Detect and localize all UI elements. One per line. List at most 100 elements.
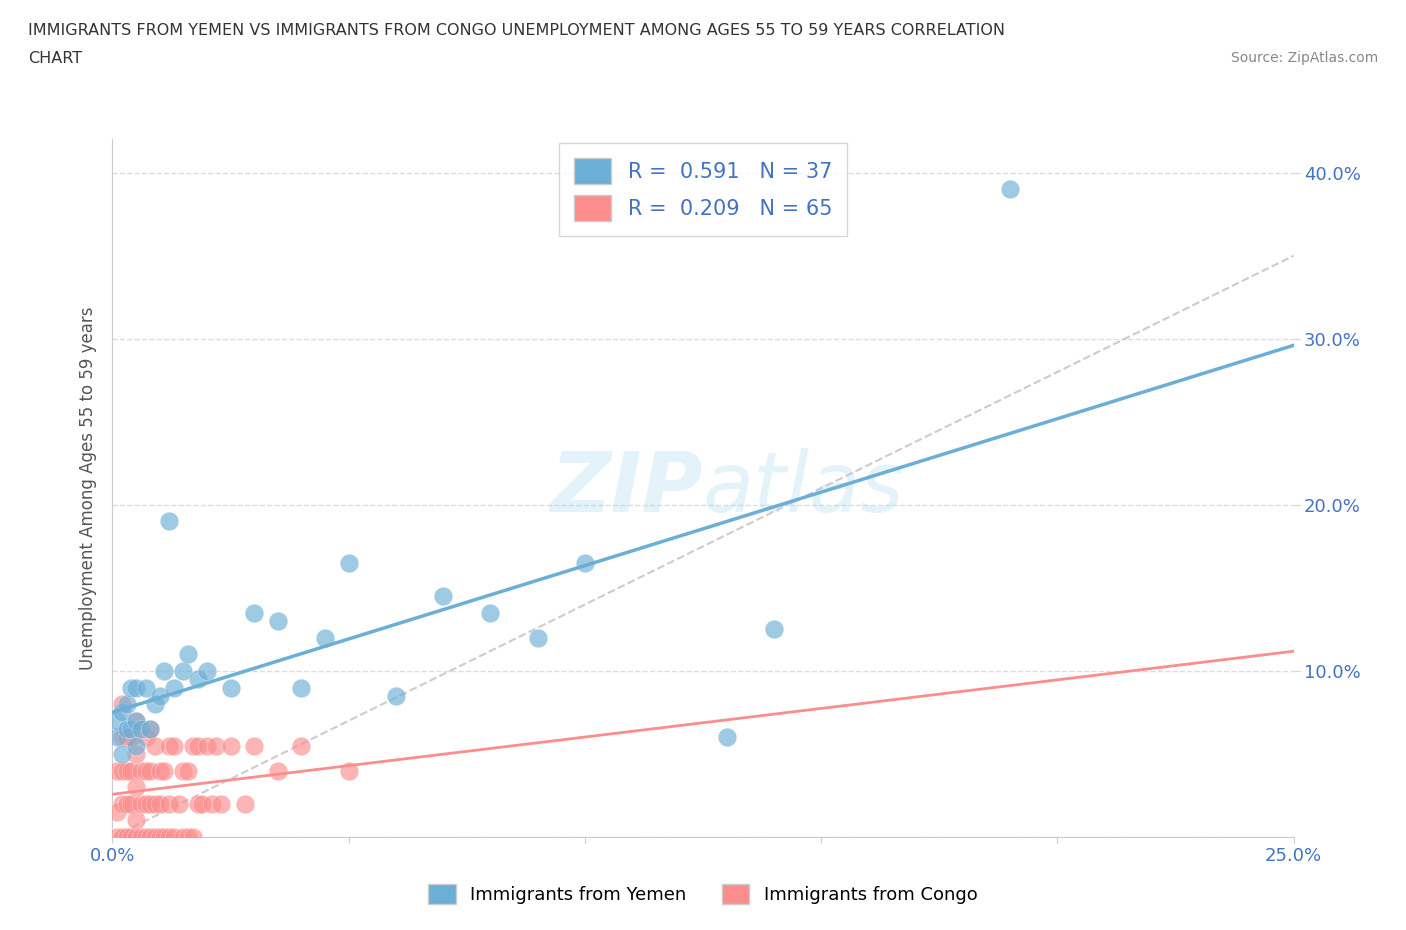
Point (177, 647, 200, 662)
Point (143, 830, 166, 844)
Point (111, 730, 134, 745)
Point (385, 688, 408, 703)
Point (186, 796, 208, 811)
Point (139, 830, 162, 844)
Point (105, 713, 128, 728)
Point (157, 830, 180, 844)
Point (105, 730, 128, 745)
Point (125, 779, 148, 794)
Point (432, 589, 454, 604)
Point (191, 796, 214, 811)
Point (172, 663, 194, 678)
Point (105, 804, 128, 819)
Point (143, 738, 166, 753)
Point (125, 738, 148, 753)
Point (233, 796, 256, 811)
Point (574, 555, 596, 570)
Point (195, 663, 218, 678)
Point (267, 614, 290, 629)
Point (998, 182, 1021, 197)
Point (177, 830, 200, 844)
Point (125, 830, 148, 844)
Point (115, 830, 138, 844)
Point (135, 830, 157, 844)
Point (243, 738, 266, 753)
Text: atlas: atlas (703, 447, 904, 529)
Point (157, 514, 180, 529)
Point (149, 796, 172, 811)
Point (139, 796, 162, 811)
Point (290, 680, 312, 695)
Point (337, 555, 360, 570)
Point (125, 747, 148, 762)
Point (111, 796, 134, 811)
Point (135, 796, 157, 811)
Point (111, 705, 134, 720)
Point (105, 830, 128, 844)
Point (181, 830, 204, 844)
Point (181, 738, 204, 753)
Point (157, 796, 180, 811)
Point (337, 764, 360, 778)
Text: ZIP: ZIP (550, 447, 703, 529)
Point (163, 680, 186, 695)
Point (149, 688, 172, 703)
Point (111, 764, 134, 778)
Point (135, 730, 157, 745)
Point (177, 764, 200, 778)
Point (135, 764, 157, 778)
Point (167, 796, 190, 811)
Point (120, 764, 142, 778)
Point (111, 830, 134, 844)
Point (314, 631, 336, 645)
Point (219, 738, 242, 753)
Point (129, 830, 152, 844)
Point (129, 796, 152, 811)
Point (111, 747, 134, 762)
Point (120, 830, 142, 844)
Point (125, 713, 148, 728)
Point (762, 622, 785, 637)
Point (163, 738, 186, 753)
Point (157, 738, 180, 753)
Point (129, 764, 152, 778)
Point (111, 697, 134, 711)
Point (129, 722, 152, 737)
Point (125, 713, 148, 728)
Text: CHART: CHART (28, 51, 82, 66)
Point (143, 796, 166, 811)
Point (186, 671, 208, 686)
Point (115, 697, 138, 711)
Point (120, 722, 142, 737)
Point (479, 605, 502, 620)
Point (172, 830, 194, 844)
Point (209, 796, 232, 811)
Point (125, 813, 148, 828)
Legend: R =  0.591   N = 37, R =  0.209   N = 65: R = 0.591 N = 37, R = 0.209 N = 65 (560, 143, 846, 236)
Point (115, 796, 138, 811)
Point (201, 796, 224, 811)
Point (120, 730, 142, 745)
Point (120, 680, 142, 695)
Point (139, 722, 162, 737)
Point (105, 764, 128, 778)
Point (149, 764, 172, 778)
Text: Source: ZipAtlas.com: Source: ZipAtlas.com (1230, 51, 1378, 65)
Point (115, 722, 138, 737)
Legend: Immigrants from Yemen, Immigrants from Congo: Immigrants from Yemen, Immigrants from C… (422, 876, 984, 911)
Point (153, 663, 176, 678)
Point (186, 738, 208, 753)
Point (290, 738, 312, 753)
Point (149, 830, 172, 844)
Point (115, 764, 138, 778)
Point (219, 680, 242, 695)
Point (139, 722, 162, 737)
Point (526, 631, 548, 645)
Y-axis label: Unemployment Among Ages 55 to 59 years: Unemployment Among Ages 55 to 59 years (79, 307, 97, 670)
Point (172, 764, 194, 778)
Point (153, 764, 176, 778)
Point (135, 680, 157, 695)
Point (115, 730, 138, 745)
Text: IMMIGRANTS FROM YEMEN VS IMMIGRANTS FROM CONGO UNEMPLOYMENT AMONG AGES 55 TO 59 : IMMIGRANTS FROM YEMEN VS IMMIGRANTS FROM… (28, 23, 1005, 38)
Point (153, 830, 176, 844)
